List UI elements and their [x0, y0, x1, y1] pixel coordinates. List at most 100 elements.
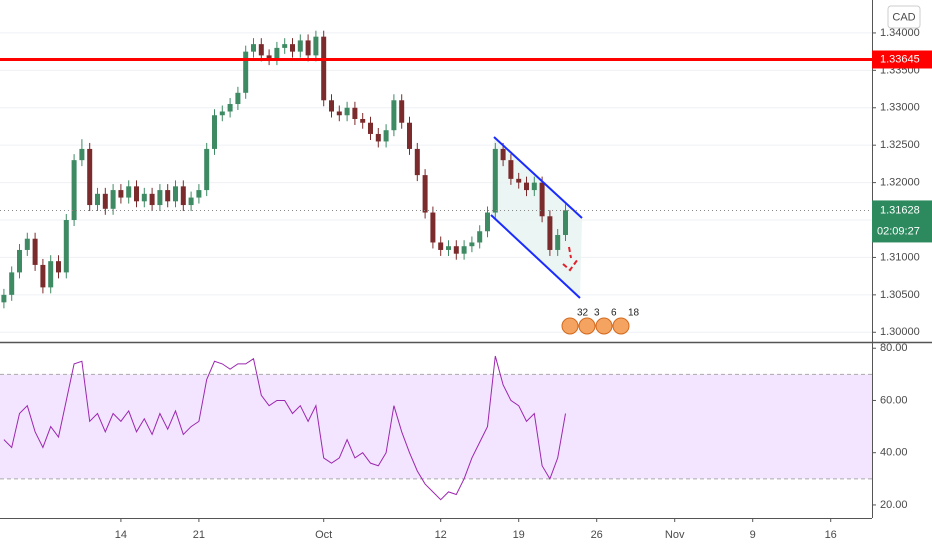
candle-body [290, 44, 295, 52]
channel-lower [490, 214, 581, 299]
candle-body [446, 246, 451, 250]
candle-body [555, 234, 561, 250]
event-icon [561, 317, 579, 335]
currency: CAD [892, 11, 915, 23]
last-price-label: 1.31628 [880, 204, 920, 216]
y-tick-label: 1.32000 [880, 177, 920, 189]
x-tick-label: 21 [193, 529, 205, 541]
x-tick-label: Nov [665, 529, 685, 541]
rsi-band-fill [0, 374, 872, 479]
candle-body [274, 47, 280, 60]
candle-body [63, 220, 69, 273]
candle-body [102, 193, 108, 209]
candle-body [344, 107, 350, 116]
candle-body [227, 104, 233, 112]
candle-body [173, 186, 178, 202]
candle-body [477, 231, 483, 243]
candle-body [516, 178, 522, 183]
candle-body [492, 148, 498, 213]
candle-body [243, 51, 249, 93]
overlay: 1.300001.305001.310001.315001.320001.325… [0, 27, 932, 541]
candle-body [48, 261, 54, 288]
candle-body [391, 100, 397, 131]
x-tick-label: 9 [750, 529, 756, 541]
candle-body [407, 122, 412, 149]
level-label-box [872, 50, 932, 69]
candle-body [368, 122, 373, 134]
y-tick-label: 1.30500 [880, 289, 920, 301]
x-tick-label: 19 [513, 529, 525, 541]
channel-fill [491, 137, 582, 298]
candle-body [539, 182, 545, 217]
event-icon [578, 317, 596, 335]
candle-body [469, 242, 475, 247]
candle-body [563, 210, 568, 235]
channel-upper [493, 136, 583, 219]
candle-body [134, 186, 139, 202]
candle-body [258, 44, 264, 56]
candle-body [95, 193, 100, 206]
candle-body [9, 272, 15, 295]
candle-body [188, 197, 194, 206]
candle-body [266, 55, 272, 60]
y-tick-label: 60.00 [880, 394, 908, 406]
candle-body [141, 193, 147, 202]
event-icon [595, 317, 613, 335]
y-tick-label: 1.34000 [880, 27, 920, 39]
x-tick-label: 14 [115, 529, 127, 541]
candle-body [196, 190, 202, 198]
candle-body [422, 175, 428, 213]
candle-body [297, 40, 303, 52]
candle-body [453, 246, 459, 254]
last-price-box [872, 200, 932, 243]
rsi-band [0, 373, 872, 480]
currency-box[interactable] [887, 5, 921, 29]
candle-body [180, 186, 186, 206]
candle-body [126, 186, 132, 198]
candle-body [40, 264, 46, 288]
candle-body [282, 44, 288, 48]
candle-body [500, 148, 506, 161]
y-tick-label: 20.00 [880, 499, 908, 511]
candle-body [524, 182, 529, 191]
candle-body [547, 216, 553, 250]
candle-body [56, 261, 61, 273]
candle-body [414, 148, 420, 176]
candle-body [235, 92, 241, 105]
candle-body [79, 148, 85, 161]
event-count: 6 [611, 308, 617, 319]
arrow-sketch [562, 246, 579, 272]
candle-body [212, 115, 217, 149]
candle-body [71, 160, 77, 221]
candle-body [329, 100, 334, 112]
candle-body [430, 212, 436, 243]
candle-body [118, 190, 124, 198]
candle-body [87, 148, 93, 206]
candle-body [24, 238, 30, 250]
candles [1, 30, 568, 501]
candle-body [438, 242, 444, 250]
event-count: 32 [577, 308, 589, 319]
y-tick-label: 1.31000 [880, 251, 920, 263]
countdown: 02:09:27 [877, 225, 920, 237]
candle-body [375, 133, 381, 142]
rsi-line [3, 355, 566, 501]
candle-body [508, 160, 514, 179]
candle-body [32, 238, 38, 265]
candle-body [313, 36, 319, 56]
grid [0, 32, 872, 333]
y-tick-label: 80.00 [880, 342, 908, 354]
x-tick-label: 16 [825, 529, 837, 541]
y-tick-label: 1.30000 [880, 326, 920, 338]
candle-body [336, 111, 342, 116]
candle-body [461, 246, 467, 254]
events: 32 3 6 18 [561, 308, 640, 335]
candle-body [219, 111, 225, 116]
candle-body [204, 148, 210, 191]
candle-body [352, 107, 358, 119]
level-label: 1.33645 [880, 53, 920, 65]
x-tick-label: Oct [315, 529, 332, 541]
candle-body [110, 190, 116, 209]
y-tick-label: 1.32500 [880, 139, 920, 151]
